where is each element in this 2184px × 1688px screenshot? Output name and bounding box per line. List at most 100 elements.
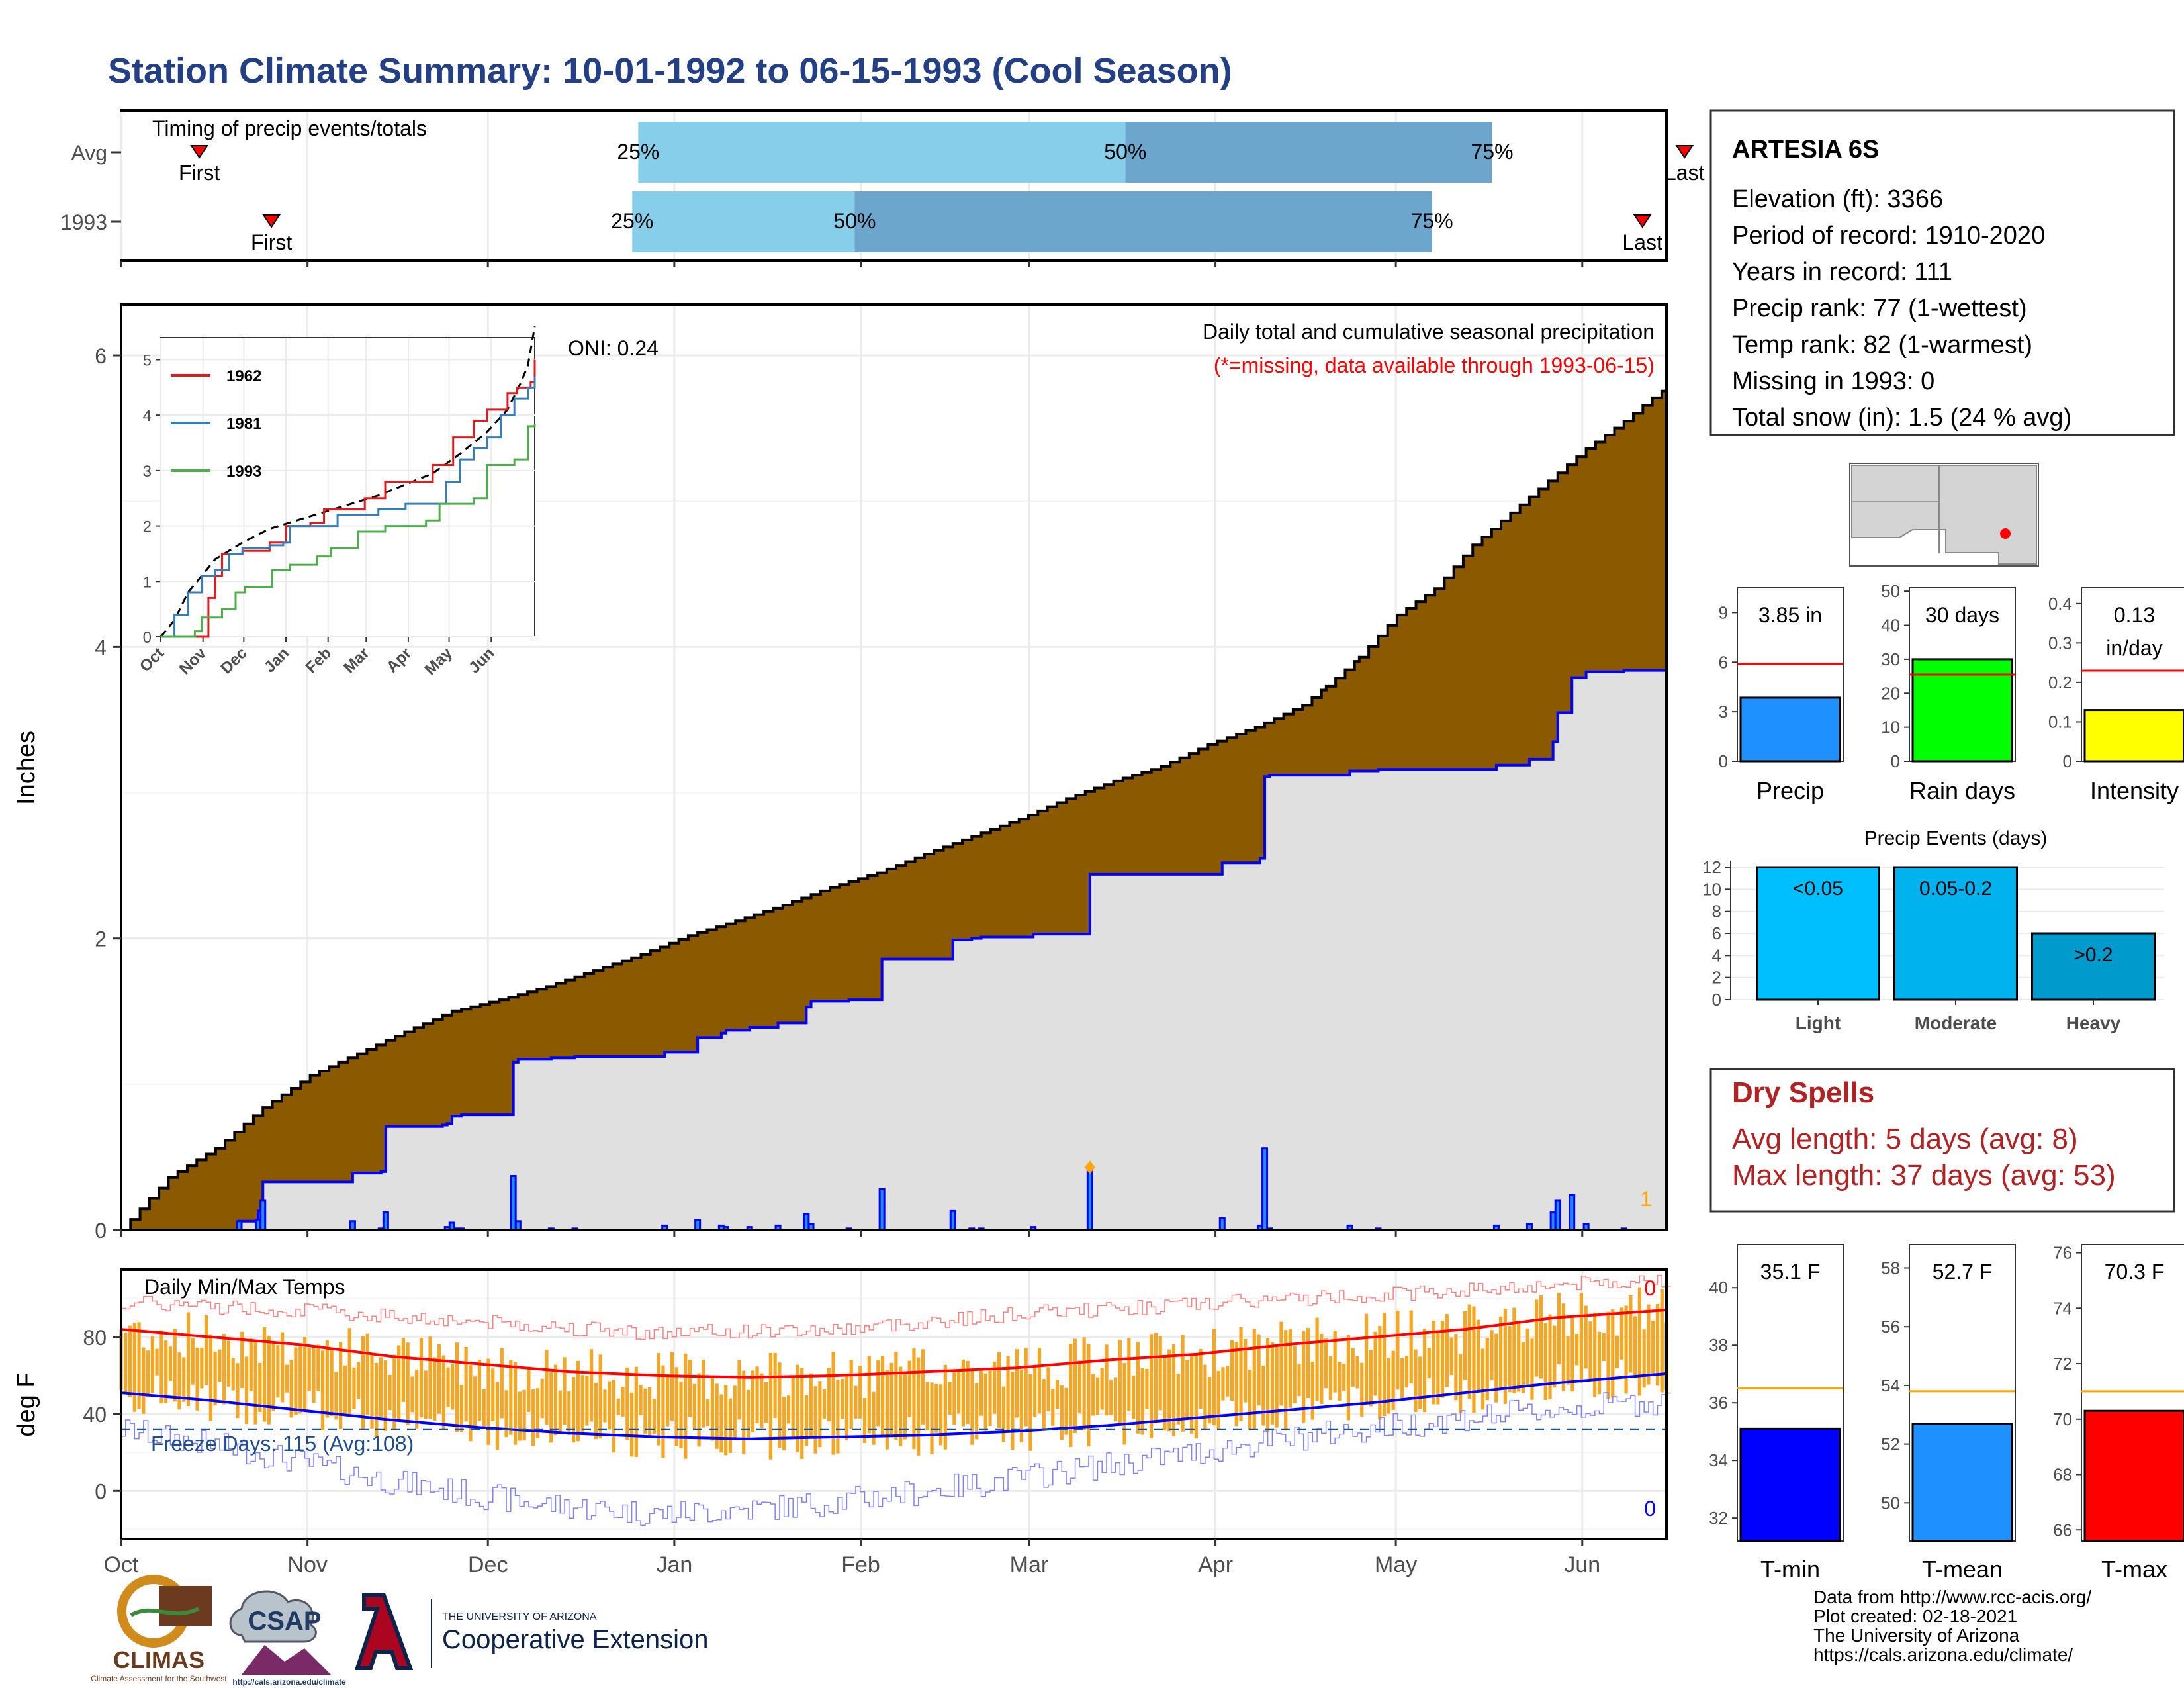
daily-temp-bar	[1503, 1309, 1507, 1405]
daily-temp-bar	[1109, 1380, 1113, 1415]
station-info-box: ARTESIA 6S Elevation (ft): 3366 Period of …	[1709, 109, 2175, 436]
mini-bar-label: Rain days	[1909, 777, 2015, 804]
month-label: Feb	[841, 1552, 880, 1577]
daily-temp-bar	[576, 1360, 580, 1442]
inset-series-line	[161, 423, 536, 638]
event-category-label: Heavy	[2066, 1013, 2121, 1033]
daily-temp-bar	[880, 1356, 885, 1436]
daily-temp-bar	[827, 1368, 831, 1422]
mini-bar-value: 30 days	[1925, 603, 1999, 627]
temp-bar-value: 70.3 F	[2105, 1260, 2165, 1284]
timing-pct-label: 75%	[1411, 209, 1453, 233]
daily-temp-bar	[1105, 1344, 1109, 1416]
daily-temp-bar	[1432, 1320, 1435, 1405]
mini-bar-ytick-label: 0	[1891, 751, 1900, 771]
daily-temp-bar	[1199, 1348, 1203, 1409]
daily-temp-bar	[375, 1363, 379, 1438]
daily-temp-bar	[1543, 1323, 1547, 1401]
station-info-line: Temp rank: 82 (1-warmest)	[1732, 331, 2032, 359]
daily-temp-bar	[1261, 1365, 1265, 1426]
daily-temp-bar	[1611, 1309, 1615, 1398]
event-bar-label: >0.2	[2073, 944, 2113, 966]
daily-temp-bar	[1557, 1293, 1561, 1365]
daily-temp-bar	[629, 1392, 634, 1457]
timing-bar-25-50	[632, 191, 855, 252]
dry-spells-line: Max length: 37 days (avg: 53)	[1732, 1159, 2116, 1192]
daily-temp-bar	[1297, 1364, 1301, 1397]
daily-temp-bar	[952, 1372, 956, 1425]
daily-temp-bar	[737, 1360, 741, 1420]
daily-temp-bar	[751, 1370, 754, 1432]
page-title: Station Climate Summary: 10-01-1992 to 0…	[108, 51, 1232, 91]
timing-marker-label: Last	[1622, 230, 1662, 254]
daily-temp-bar	[1355, 1356, 1359, 1389]
daily-temp-bar	[1315, 1317, 1319, 1401]
daily-temp-bar	[1163, 1356, 1167, 1431]
daily-temp-bar	[226, 1340, 231, 1387]
mini-bar-value: 3.85 in	[1758, 603, 1822, 627]
daily-temp-bar	[684, 1353, 688, 1459]
daily-temp-bar	[1575, 1333, 1579, 1366]
daily-temp-bar	[1033, 1367, 1037, 1417]
daily-temp-bar	[831, 1352, 835, 1455]
daily-temp-bar	[1037, 1348, 1042, 1414]
daily-temp-bar	[1383, 1313, 1387, 1417]
daily-temp-bar	[357, 1362, 361, 1399]
daily-temp-bar	[168, 1346, 173, 1381]
daily-temp-bar	[195, 1347, 199, 1411]
daily-temp-bar	[872, 1391, 876, 1445]
daily-temp-bar	[849, 1360, 853, 1429]
daily-temp-bar	[339, 1342, 343, 1429]
timing-marker-label: Last	[1664, 161, 1705, 185]
station-info-line: Years in record: 111	[1732, 258, 1952, 286]
timing-pct-label: 50%	[833, 209, 876, 233]
daily-temp-bar	[1082, 1337, 1086, 1430]
temp-bar-ytick-label: 68	[2053, 1465, 2072, 1485]
daily-temp-bar	[702, 1360, 705, 1428]
event-bar-label: 0.05-0.2	[1919, 878, 1992, 900]
daily-temp-bar	[796, 1364, 799, 1452]
events-ytick-label: 2	[1712, 968, 1721, 988]
daily-temp-bar	[186, 1312, 191, 1406]
timing-panel: Timing of precip events/totals Avg 1993 25…	[60, 109, 1705, 267]
daily-temp-bar	[1459, 1354, 1463, 1413]
daily-temp-bar	[213, 1351, 217, 1406]
daily-temp-bar	[1140, 1368, 1144, 1435]
daily-temp-bar	[379, 1357, 383, 1417]
daily-temp-bar	[370, 1354, 374, 1429]
daily-temp-bar	[1566, 1336, 1570, 1385]
daily-precip-bar	[1554, 1199, 1561, 1231]
daily-temp-bar	[383, 1360, 387, 1431]
daily-temp-bar	[1472, 1306, 1476, 1413]
event-category-label: Moderate	[1915, 1013, 1997, 1033]
daily-temp-bar	[652, 1399, 657, 1434]
daily-temp-bar	[648, 1387, 652, 1438]
daily-temp-bar	[1373, 1331, 1377, 1396]
daily-temp-bar	[563, 1357, 567, 1425]
csap-logo-text: CSAP	[248, 1607, 321, 1636]
daily-temp-bar	[1463, 1311, 1467, 1380]
month-label: Jun	[1564, 1552, 1600, 1577]
events-ytick-label: 4	[1712, 945, 1721, 965]
events-ytick-label: 8	[1712, 902, 1721, 921]
mini-bar	[1911, 658, 2013, 763]
daily-temp-bar	[1208, 1377, 1212, 1424]
daily-temp-bar	[1167, 1349, 1171, 1432]
daily-temp-bar	[993, 1361, 997, 1414]
daily-temp-bar	[1234, 1342, 1238, 1427]
daily-temp-bar	[244, 1356, 249, 1425]
daily-temp-bar	[240, 1331, 244, 1389]
inset-series-line	[161, 376, 536, 638]
mini-bar-ytick-label: 30	[1881, 649, 1900, 669]
daily-temp-bar	[1369, 1350, 1373, 1407]
mini-bar-label: Intensity	[2090, 777, 2179, 804]
temp-bar-ytick-label: 32	[1709, 1508, 1728, 1528]
daily-temp-bar	[1293, 1346, 1297, 1404]
daily-temp-bar	[236, 1363, 240, 1419]
daily-temp-bar	[1127, 1338, 1131, 1411]
daily-temp-bar	[1597, 1331, 1602, 1395]
daily-temp-bar	[1122, 1363, 1126, 1445]
mini-bar-ytick-label: 3	[1719, 702, 1728, 722]
timing-marker	[1633, 214, 1652, 228]
